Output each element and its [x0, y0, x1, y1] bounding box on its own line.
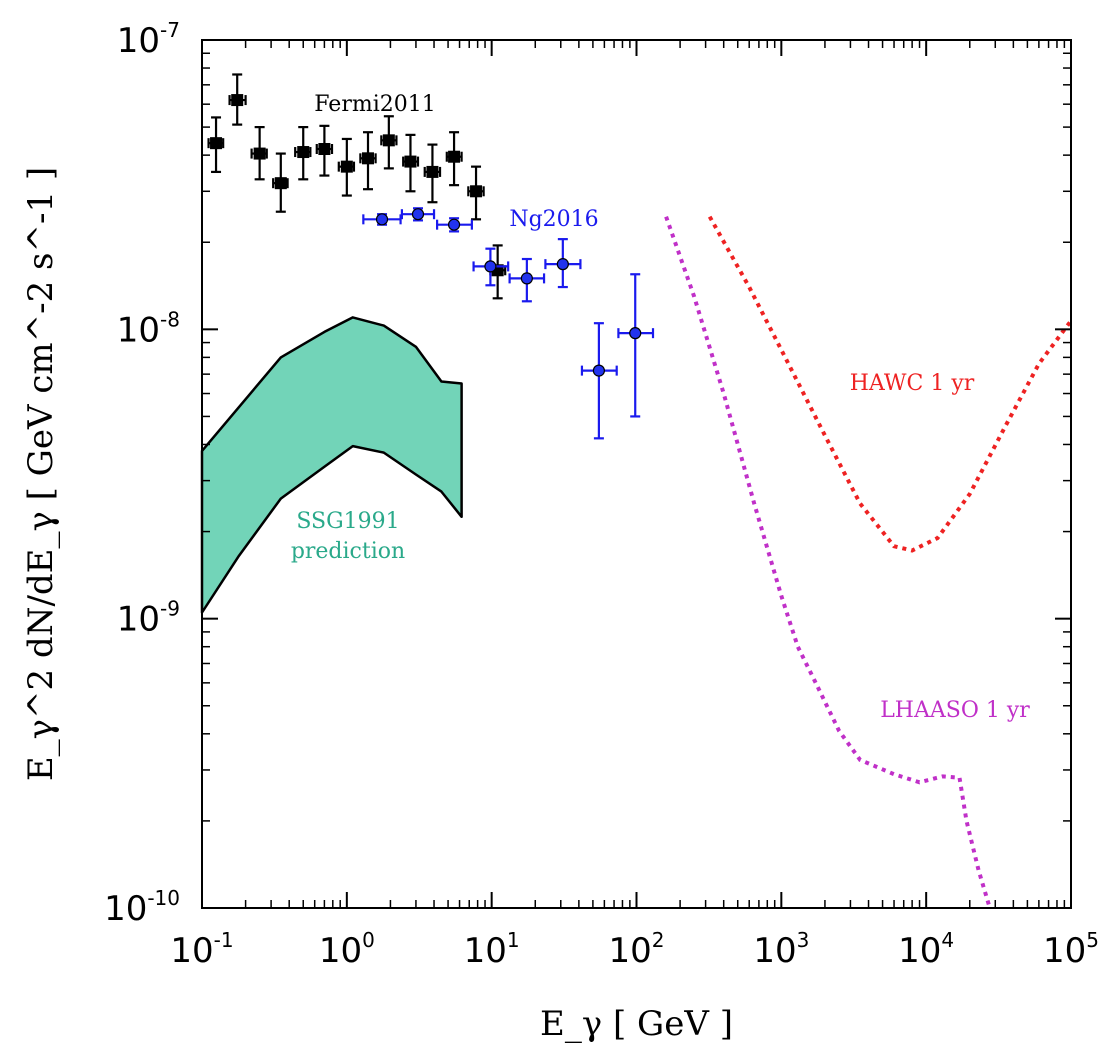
- ng2016-point-0: [362, 213, 402, 226]
- fermi2011-marker: [210, 137, 223, 150]
- fermi2011-marker: [382, 134, 395, 147]
- fermi2011-marker: [231, 94, 244, 107]
- label-hawc: HAWC 1 yr: [850, 371, 975, 396]
- fermi2011-point-3: [272, 152, 289, 213]
- y-tick-label: 10-7: [117, 18, 180, 61]
- label-fermi2011: Fermi2011: [314, 92, 435, 117]
- fermi2011-marker: [404, 155, 417, 168]
- ssg1991-band: [200, 316, 463, 614]
- ng2016-point-4: [508, 257, 546, 303]
- fermi2011-point-12: [467, 165, 485, 221]
- fermi2011-marker: [448, 150, 461, 163]
- x-tick-label: 100: [319, 928, 375, 971]
- ng2016-marker: [520, 272, 533, 285]
- lhaaso-sensitivity-curve: [664, 216, 992, 909]
- x-tick-label: 104: [898, 928, 954, 971]
- series-layer: [207, 73, 655, 440]
- fermi2011-marker: [274, 177, 287, 190]
- hawc-sensitivity-curve: [707, 215, 1073, 553]
- ng2016-point-2: [436, 217, 473, 233]
- x-tick-label: 101: [464, 928, 520, 971]
- label-lhaaso: LHAASO 1 yr: [880, 698, 1030, 723]
- fermi2011-point-1: [228, 73, 247, 126]
- label-ssg1991-line2: prediction: [291, 539, 405, 564]
- fermi2011-point-10: [423, 143, 442, 204]
- ng2016-marker: [375, 213, 389, 226]
- fermi2011-marker: [253, 147, 266, 160]
- ng2016-marker: [592, 364, 605, 377]
- ng2016-point-5: [544, 238, 582, 289]
- fermi2011-marker: [340, 160, 353, 173]
- x-tick-label: 103: [753, 928, 809, 971]
- fermi2011-point-8: [380, 115, 398, 170]
- ng2016-marker: [629, 327, 642, 340]
- fermi2011-point-9: [402, 133, 420, 193]
- ng2016-point-7: [617, 273, 655, 418]
- fermi2011-marker: [361, 152, 374, 165]
- axes-layer: 10-1 100 101 102 103 104 105 10-7 10-8 10-9 10-10: [104, 18, 1099, 971]
- annotation-layer: Fermi2011 Ng2016 SSG1991 prediction HAWC…: [291, 92, 1030, 723]
- y-tick-label: 10-10: [104, 886, 180, 929]
- y-tick-label: 10-8: [117, 307, 180, 350]
- ng2016-marker: [411, 208, 425, 221]
- curve-layer: [664, 215, 1073, 909]
- ng2016-point-6: [580, 322, 618, 440]
- y-tick-label: 10-9: [117, 597, 180, 640]
- fermi2011-marker: [318, 143, 331, 156]
- fermi2011-marker: [470, 185, 483, 198]
- label-layer: E_γ [ GeV ] E_γ^2 dN/dE_γ [ GeV cm^-2 s^…: [21, 167, 733, 1044]
- fermi2011-point-5: [315, 124, 334, 177]
- y-axis-label: E_γ^2 dN/dE_γ [ GeV cm^-2 s^-1 ]: [21, 167, 61, 781]
- x-tick-label: 102: [609, 928, 665, 971]
- ng2016-point-1: [400, 207, 436, 222]
- fermi2011-point-0: [207, 116, 225, 174]
- label-ng2016: Ng2016: [509, 207, 598, 232]
- fermi2011-marker: [426, 165, 439, 178]
- band-layer: [200, 316, 463, 614]
- fermi2011-point-11: [445, 131, 463, 187]
- label-ssg1991-line1: SSG1991: [296, 509, 399, 534]
- x-axis-label: E_γ [ GeV ]: [540, 1004, 733, 1044]
- fermi2011-point-4: [294, 125, 312, 181]
- ng2016-marker: [447, 218, 461, 231]
- ng2016-marker: [556, 258, 569, 271]
- ng2016-marker: [484, 260, 497, 273]
- fermi2011-point-6: [337, 137, 356, 197]
- fermi2011-point-7: [359, 131, 377, 191]
- fermi2011-marker: [297, 146, 310, 159]
- x-tick-label: 105: [1043, 928, 1099, 971]
- x-tick-label: 10-1: [170, 928, 233, 971]
- ng2016-point-3: [472, 247, 510, 287]
- fermi2011-point-2: [250, 125, 268, 181]
